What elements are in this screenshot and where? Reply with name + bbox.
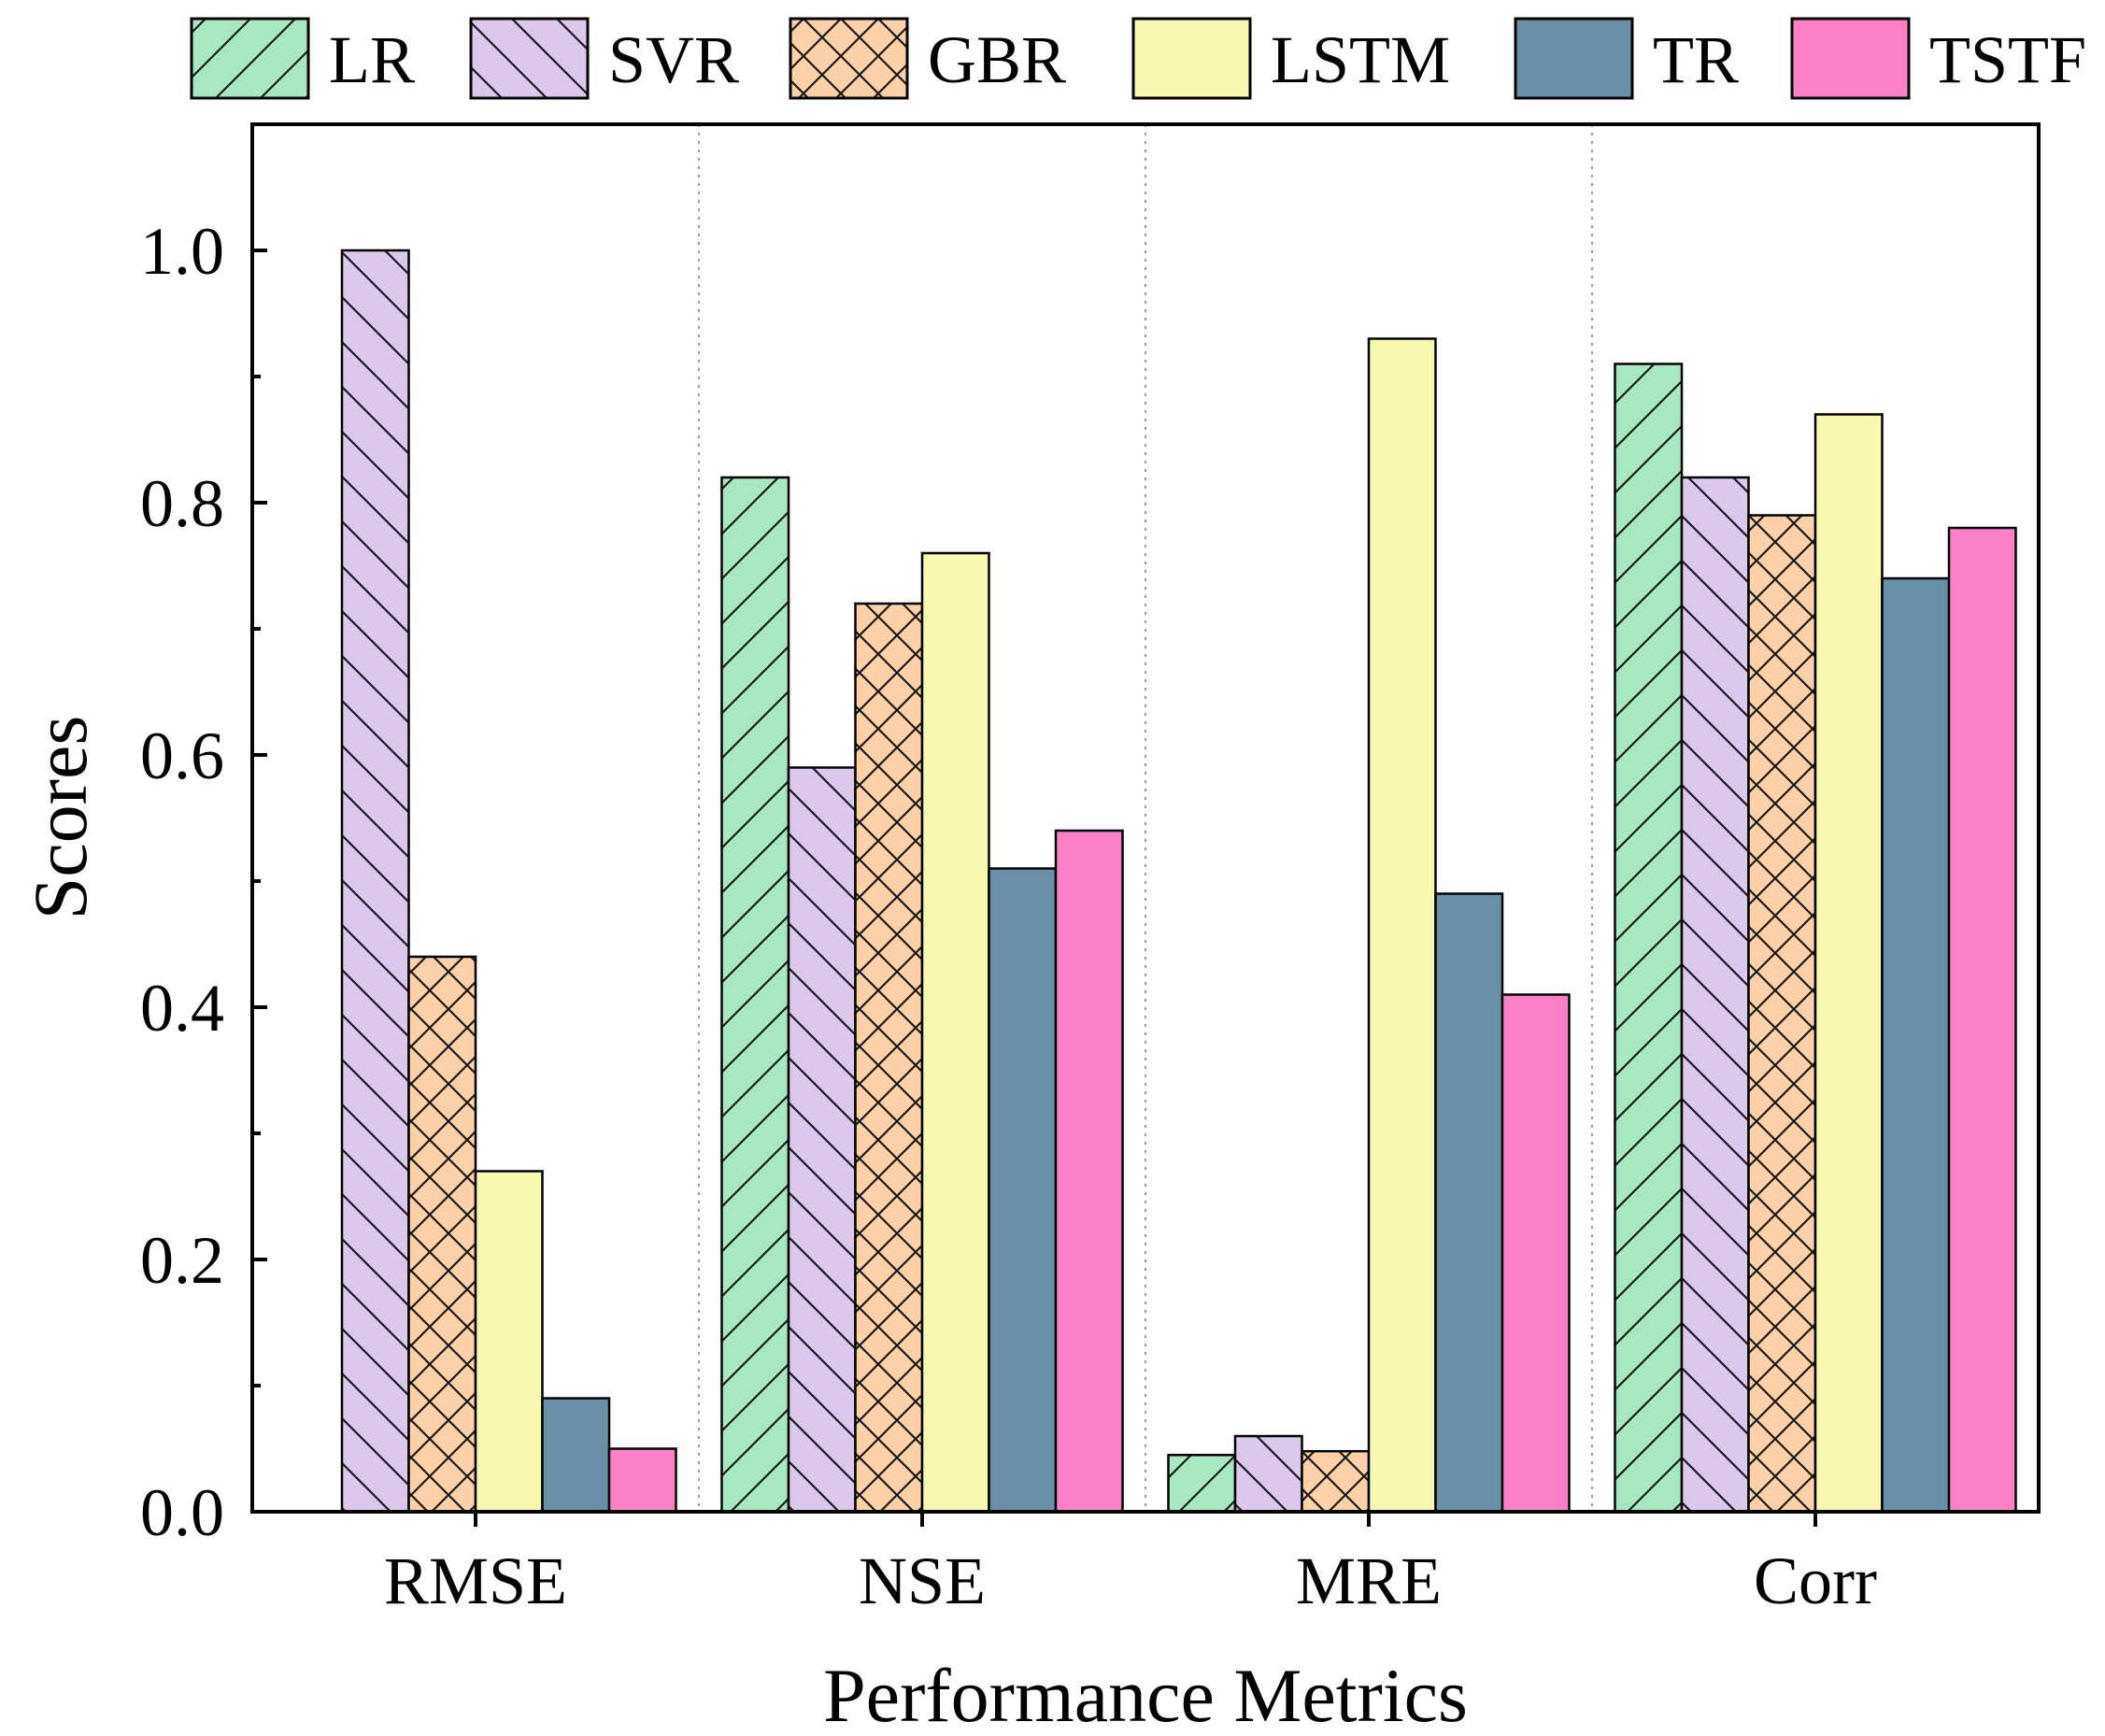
bar-hatch — [1682, 477, 1749, 1512]
bar-gbr-mre — [1301, 1449, 1371, 1514]
bar-hatch — [855, 604, 922, 1512]
bar-hatch — [1235, 1436, 1302, 1512]
y-tick-label: 0.0 — [140, 1475, 224, 1550]
x-axis-title: Performance Metrics — [823, 1653, 1468, 1736]
x-tick-label-mre: MRE — [1296, 1544, 1442, 1618]
legend-label: LSTM — [1271, 22, 1450, 97]
legend-swatch-outline — [1131, 17, 1252, 100]
bar-fill — [1369, 338, 1436, 1512]
legend-label: TSTF — [1929, 22, 2086, 97]
x-tick-label-rmse: RMSE — [384, 1544, 567, 1618]
legend-item-tstf: TSTF — [1790, 17, 2086, 100]
bar-lr-corr — [1614, 363, 1684, 1514]
bar-hatch — [1301, 1451, 1369, 1512]
bar-tr-rmse — [541, 1397, 611, 1514]
bar-svr-mre — [1233, 1434, 1303, 1514]
plot-frame — [250, 122, 2041, 1514]
legend-swatch-hatch — [790, 19, 907, 98]
y-tick-label: 1.0 — [140, 214, 224, 289]
bar-svr-rmse — [340, 249, 410, 1514]
bar-fill — [609, 1448, 676, 1512]
bar-tstf-corr — [1947, 526, 2017, 1514]
bar-fill — [1502, 994, 1570, 1512]
bar-hatch — [1748, 515, 1815, 1512]
bar-fill — [1882, 578, 1949, 1512]
bar-fill — [1435, 893, 1502, 1512]
bar-hatch — [408, 957, 476, 1512]
legend-swatch — [1792, 19, 1909, 98]
bar-tr-corr — [1881, 576, 1951, 1514]
legend-item-tr: TR — [1514, 17, 1739, 100]
bar-hatch — [342, 250, 409, 1512]
bar-lstm-mre — [1367, 337, 1437, 1514]
legend-item-gbr: GBR — [789, 17, 1066, 100]
x-axis: RMSE NSE MRE Corr — [384, 1512, 1877, 1618]
bar-lr-nse — [720, 476, 790, 1514]
legend-item-lr: LR — [190, 17, 415, 100]
bar-lstm-corr — [1813, 413, 1884, 1514]
bar-gbr-nse — [854, 602, 924, 1514]
legend-swatch-hatch — [192, 19, 308, 98]
y-tick-label: 0.4 — [140, 971, 224, 1046]
bar-hatch — [789, 767, 856, 1512]
x-tick-label-corr: Corr — [1754, 1544, 1877, 1618]
bar-tr-mre — [1434, 892, 1504, 1514]
bar-lr-mre — [1167, 1454, 1237, 1514]
legend-swatch-outline — [469, 17, 590, 100]
legend-swatch-outline — [1514, 17, 1634, 100]
bar-hatch — [721, 477, 789, 1512]
y-axis: 0.0 0.2 0.4 0.6 0.8 1.0 — [140, 214, 267, 1550]
legend: LR SVR GBR LSTM TR TSTF — [190, 17, 2086, 100]
bar-fill — [1815, 414, 1883, 1512]
y-axis-title: Scores — [18, 716, 103, 920]
bar-fill — [988, 868, 1056, 1512]
legend-swatch-outline — [1790, 17, 1911, 100]
legend-item-svr: SVR — [469, 17, 739, 100]
bar-tstf-mre — [1501, 993, 1571, 1514]
x-tick-label-nse: NSE — [859, 1544, 986, 1618]
bar-gbr-corr — [1747, 514, 1817, 1514]
bar-fill — [1949, 528, 2016, 1512]
legend-label: LR — [329, 22, 415, 97]
bar-lstm-nse — [920, 551, 990, 1514]
legend-swatch-hatch — [471, 19, 588, 98]
bar-fill — [922, 553, 989, 1512]
bar-tr-nse — [988, 867, 1058, 1514]
bars-group — [340, 249, 2017, 1514]
bar-hatch — [1614, 363, 1682, 1512]
legend-swatch — [1133, 19, 1250, 98]
bar-fill — [542, 1398, 609, 1512]
y-tick-label: 0.8 — [140, 466, 224, 541]
bar-fill — [1056, 831, 1123, 1512]
legend-item-lstm: LSTM — [1131, 17, 1450, 100]
bar-lstm-rmse — [474, 1170, 544, 1514]
legend-swatch-outline — [190, 17, 310, 100]
bar-fill — [476, 1171, 543, 1512]
legend-swatch — [1515, 19, 1632, 98]
legend-swatch-outline — [789, 17, 909, 100]
bar-tstf-nse — [1054, 829, 1124, 1514]
bar-tstf-rmse — [607, 1447, 677, 1514]
legend-label: TR — [1653, 22, 1739, 97]
bar-svr-nse — [787, 766, 857, 1514]
legend-label: GBR — [928, 22, 1066, 97]
legend-label: SVR — [608, 22, 739, 97]
bar-gbr-rmse — [407, 955, 477, 1514]
bar-hatch — [1168, 1455, 1235, 1512]
y-tick-label: 0.2 — [140, 1223, 224, 1298]
y-tick-label: 0.6 — [140, 719, 224, 793]
bar-svr-corr — [1680, 476, 1750, 1514]
